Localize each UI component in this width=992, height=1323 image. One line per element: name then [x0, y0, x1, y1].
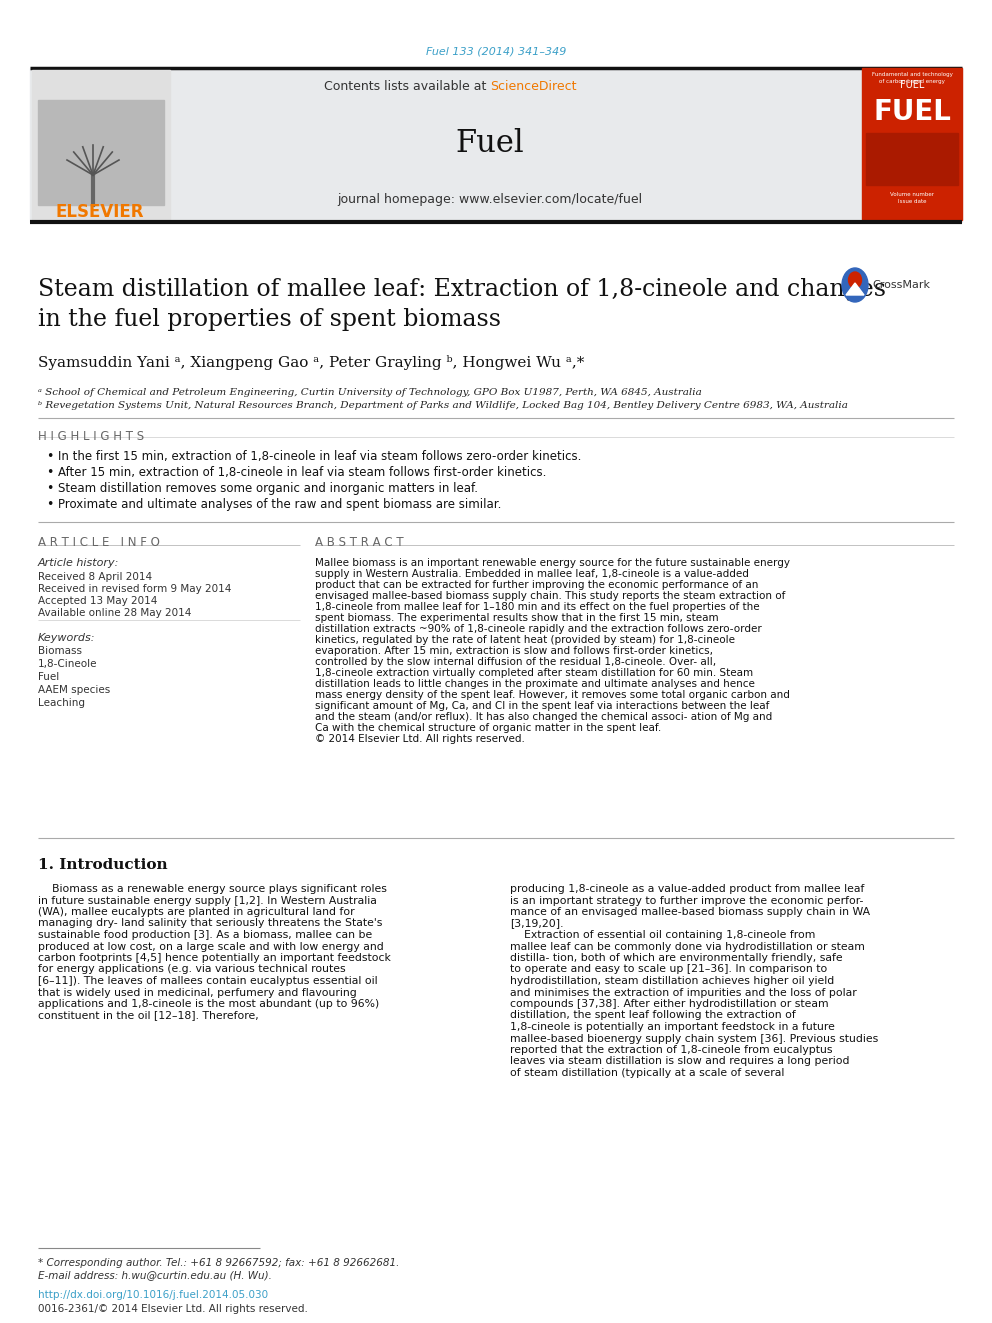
Text: http://dx.doi.org/10.1016/j.fuel.2014.05.030: http://dx.doi.org/10.1016/j.fuel.2014.05… [38, 1290, 268, 1301]
Text: A B S T R A C T: A B S T R A C T [315, 536, 404, 549]
Text: After 15 min, extraction of 1,8-cineole in leaf via steam follows first-order ki: After 15 min, extraction of 1,8-cineole … [58, 466, 547, 479]
Text: evaporation. After 15 min, extraction is slow and follows first-order kinetics,: evaporation. After 15 min, extraction is… [315, 646, 713, 656]
Text: managing dry- land salinity that seriously threatens the State's: managing dry- land salinity that serious… [38, 918, 382, 929]
Text: Biomass: Biomass [38, 646, 82, 656]
Text: of steam distillation (typically at a scale of several: of steam distillation (typically at a sc… [510, 1068, 785, 1078]
Text: In the first 15 min, extraction of 1,8-cineole in leaf via steam follows zero-or: In the first 15 min, extraction of 1,8-c… [58, 450, 581, 463]
Text: Biomass as a renewable energy source plays significant roles: Biomass as a renewable energy source pla… [38, 884, 387, 894]
Text: distillation, the spent leaf following the extraction of: distillation, the spent leaf following t… [510, 1011, 796, 1020]
Text: Fundamental and technology
of carbon-based energy: Fundamental and technology of carbon-bas… [872, 73, 952, 83]
Text: Available online 28 May 2014: Available online 28 May 2014 [38, 609, 191, 618]
Text: ᵃ School of Chemical and Petroleum Engineering, Curtin University of Technology,: ᵃ School of Chemical and Petroleum Engin… [38, 388, 701, 397]
Text: * Corresponding author. Tel.: +61 8 92667592; fax: +61 8 92662681.: * Corresponding author. Tel.: +61 8 9266… [38, 1258, 400, 1267]
Text: Mallee biomass is an important renewable energy source for the future sustainabl: Mallee biomass is an important renewable… [315, 558, 790, 568]
Text: [3,19,20].: [3,19,20]. [510, 918, 563, 929]
Bar [862, 67, 962, 220]
Text: Extraction of essential oil containing 1,8-cineole from: Extraction of essential oil containing 1… [510, 930, 815, 941]
Text: compounds [37,38]. After either hydrodistillation or steam: compounds [37,38]. After either hydrodis… [510, 999, 828, 1009]
Text: Accepted 13 May 2014: Accepted 13 May 2014 [38, 595, 158, 606]
Text: FUEL: FUEL [873, 98, 951, 126]
Text: Proximate and ultimate analyses of the raw and spent biomass are similar.: Proximate and ultimate analyses of the r… [58, 497, 501, 511]
Text: [6–11]). The leaves of mallees contain eucalyptus essential oil: [6–11]). The leaves of mallees contain e… [38, 976, 378, 986]
Text: Keywords:: Keywords: [38, 632, 95, 643]
Text: A R T I C L E   I N F O: A R T I C L E I N F O [38, 536, 160, 549]
Bar [32, 70, 170, 220]
Text: E-mail address: h.wu@curtin.edu.au (H. Wu).: E-mail address: h.wu@curtin.edu.au (H. W… [38, 1270, 272, 1279]
Text: in the fuel properties of spent biomass: in the fuel properties of spent biomass [38, 308, 501, 331]
Text: Received in revised form 9 May 2014: Received in revised form 9 May 2014 [38, 583, 231, 594]
Text: 1,8-cineole is potentially an important feedstock in a future: 1,8-cineole is potentially an important … [510, 1021, 835, 1032]
Text: distillation extracts ~90% of 1,8-cineole rapidly and the extraction follows zer: distillation extracts ~90% of 1,8-cineol… [315, 624, 762, 634]
Text: ᵇ Revegetation Systems Unit, Natural Resources Branch, Department of Parks and W: ᵇ Revegetation Systems Unit, Natural Res… [38, 401, 848, 410]
Text: 1,8-Cineole: 1,8-Cineole [38, 659, 97, 669]
Bar [38, 101, 164, 205]
Text: AAEM species: AAEM species [38, 685, 110, 695]
Text: 1,8-cineole extraction virtually completed after steam distillation for 60 min. : 1,8-cineole extraction virtually complet… [315, 668, 753, 677]
Bar [866, 134, 958, 185]
Text: producing 1,8-cineole as a value-added product from mallee leaf: producing 1,8-cineole as a value-added p… [510, 884, 864, 894]
Text: 0016-2361/© 2014 Elsevier Ltd. All rights reserved.: 0016-2361/© 2014 Elsevier Ltd. All right… [38, 1304, 308, 1314]
Text: reported that the extraction of 1,8-cineole from eucalyptus: reported that the extraction of 1,8-cine… [510, 1045, 832, 1054]
Text: envisaged mallee-based biomass supply chain. This study reports the steam extrac: envisaged mallee-based biomass supply ch… [315, 591, 786, 601]
Text: H I G H L I G H T S: H I G H L I G H T S [38, 430, 144, 443]
Text: carbon footprints [4,5] hence potentially an important feedstock: carbon footprints [4,5] hence potentiall… [38, 953, 391, 963]
Text: hydrodistillation, steam distillation achieves higher oil yield: hydrodistillation, steam distillation ac… [510, 976, 834, 986]
Text: 1,8-cineole from mallee leaf for 1–180 min and its effect on the fuel properties: 1,8-cineole from mallee leaf for 1–180 m… [315, 602, 760, 613]
Text: Syamsuddin Yani ᵃ, Xiangpeng Gao ᵃ, Peter Grayling ᵇ, Hongwei Wu ᵃ,*: Syamsuddin Yani ᵃ, Xiangpeng Gao ᵃ, Pete… [38, 355, 584, 370]
Text: supply in Western Australia. Embedded in mallee leaf, 1,8-cineole is a value-add: supply in Western Australia. Embedded in… [315, 569, 749, 579]
Text: is an important strategy to further improve the economic perfor-: is an important strategy to further impr… [510, 896, 863, 905]
Text: ScienceDirect: ScienceDirect [490, 81, 576, 94]
Text: distillation leads to little changes in the proximate and ultimate analyses and : distillation leads to little changes in … [315, 679, 755, 689]
Text: and minimises the extraction of impurities and the loss of polar: and minimises the extraction of impuriti… [510, 987, 857, 998]
Text: Steam distillation of mallee leaf: Extraction of 1,8-cineole and changes: Steam distillation of mallee leaf: Extra… [38, 278, 886, 302]
Text: FUEL: FUEL [900, 79, 925, 90]
Text: (WA), mallee eucalypts are planted in agricultural land for: (WA), mallee eucalypts are planted in ag… [38, 908, 354, 917]
Text: Ca with the chemical structure of organic matter in the spent leaf.: Ca with the chemical structure of organi… [315, 722, 662, 733]
Text: Received 8 April 2014: Received 8 April 2014 [38, 572, 152, 582]
Text: •: • [46, 466, 54, 479]
Text: applications and 1,8-cineole is the most abundant (up to 96%): applications and 1,8-cineole is the most… [38, 999, 379, 1009]
Text: significant amount of Mg, Ca, and Cl in the spent leaf via interactions between : significant amount of Mg, Ca, and Cl in … [315, 701, 770, 710]
Text: mance of an envisaged mallee-based biomass supply chain in WA: mance of an envisaged mallee-based bioma… [510, 908, 870, 917]
Text: Volume number
Issue date: Volume number Issue date [890, 192, 934, 204]
Text: Article history:: Article history: [38, 558, 119, 568]
Text: Fuel 133 (2014) 341–349: Fuel 133 (2014) 341–349 [426, 48, 566, 57]
Text: Leaching: Leaching [38, 699, 85, 708]
Text: •: • [46, 482, 54, 495]
Text: •: • [46, 450, 54, 463]
Polygon shape [846, 283, 864, 295]
Text: produced at low cost, on a large scale and with low energy and: produced at low cost, on a large scale a… [38, 942, 384, 951]
Text: CrossMark: CrossMark [872, 280, 930, 290]
Text: sustainable food production [3]. As a biomass, mallee can be: sustainable food production [3]. As a bi… [38, 930, 372, 941]
Text: mass energy density of the spent leaf. However, it removes some total organic ca: mass energy density of the spent leaf. H… [315, 691, 790, 700]
Text: distilla- tion, both of which are environmentally friendly, safe: distilla- tion, both of which are enviro… [510, 953, 842, 963]
Text: mallee-based bioenergy supply chain system [36]. Previous studies: mallee-based bioenergy supply chain syst… [510, 1033, 878, 1044]
Text: kinetics, regulated by the rate of latent heat (provided by steam) for 1,8-cineo: kinetics, regulated by the rate of laten… [315, 635, 735, 646]
Bar [30, 67, 962, 222]
Text: Fuel: Fuel [38, 672, 60, 681]
Text: •: • [46, 497, 54, 511]
Text: to operate and easy to scale up [21–36]. In comparison to: to operate and easy to scale up [21–36].… [510, 964, 827, 975]
Text: ELSEVIER: ELSEVIER [56, 202, 144, 221]
Text: product that can be extracted for further improving the economic performance of : product that can be extracted for furthe… [315, 579, 758, 590]
Text: © 2014 Elsevier Ltd. All rights reserved.: © 2014 Elsevier Ltd. All rights reserved… [315, 734, 525, 744]
Text: Fuel: Fuel [455, 127, 525, 159]
Text: controlled by the slow internal diffusion of the residual 1,8-cineole. Over- all: controlled by the slow internal diffusio… [315, 658, 716, 667]
Text: in future sustainable energy supply [1,2]. In Western Australia: in future sustainable energy supply [1,2… [38, 896, 377, 905]
Text: Contents lists available at: Contents lists available at [323, 81, 490, 94]
Ellipse shape [848, 273, 861, 288]
Text: that is widely used in medicinal, perfumery and flavouring: that is widely used in medicinal, perfum… [38, 987, 357, 998]
Text: leaves via steam distillation is slow and requires a long period: leaves via steam distillation is slow an… [510, 1057, 849, 1066]
Ellipse shape [842, 269, 868, 302]
Text: spent biomass. The experimental results show that in the first 15 min, steam: spent biomass. The experimental results … [315, 613, 718, 623]
Text: 1. Introduction: 1. Introduction [38, 859, 168, 872]
Text: constituent in the oil [12–18]. Therefore,: constituent in the oil [12–18]. Therefor… [38, 1011, 259, 1020]
Text: Steam distillation removes some organic and inorganic matters in leaf.: Steam distillation removes some organic … [58, 482, 478, 495]
Text: journal homepage: www.elsevier.com/locate/fuel: journal homepage: www.elsevier.com/locat… [337, 193, 643, 206]
Text: for energy applications (e.g. via various technical routes: for energy applications (e.g. via variou… [38, 964, 345, 975]
Text: and the steam (and/or reflux). It has also changed the chemical associ- ation of: and the steam (and/or reflux). It has al… [315, 712, 772, 722]
Text: mallee leaf can be commonly done via hydrodistillation or steam: mallee leaf can be commonly done via hyd… [510, 942, 865, 951]
